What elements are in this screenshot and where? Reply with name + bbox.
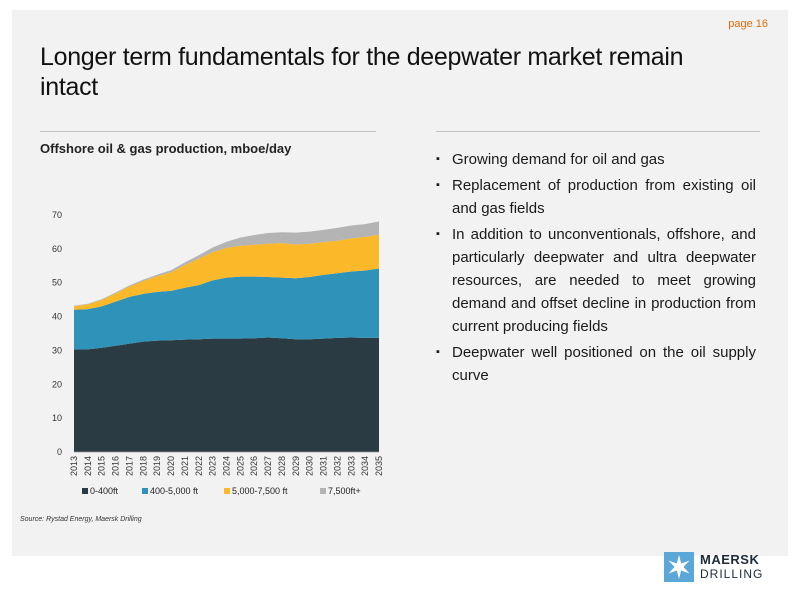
legend-label: 5,000-7,500 ft — [232, 486, 288, 496]
chart-top-rule — [40, 131, 376, 132]
bullet-marker-icon: ▪ — [436, 153, 440, 165]
logo-subtitle: DRILLING — [700, 567, 764, 581]
y-tick-label: 50 — [52, 278, 62, 288]
page-number: page 16 — [728, 18, 768, 30]
x-tick-label: 2015 — [97, 456, 107, 476]
x-tick-label: 2035 — [374, 456, 384, 476]
x-tick-label: 2027 — [263, 456, 273, 476]
legend-label: 0-400ft — [90, 486, 119, 496]
x-tick-label: 2018 — [138, 456, 148, 476]
bullet-list: ▪ Growing demand for oil and gas ▪ Replace… — [436, 148, 756, 390]
area-series-400-5-000-ft — [74, 268, 379, 350]
seven-point-star-icon — [664, 552, 694, 582]
bullet-marker-icon: ▪ — [436, 179, 440, 191]
source-note: Source: Rystad Energy, Maersk Drilling — [20, 516, 142, 523]
x-tick-label: 2024 — [222, 456, 232, 476]
y-tick-label: 40 — [52, 312, 62, 322]
x-tick-label: 2019 — [152, 456, 162, 476]
y-tick-label: 70 — [52, 210, 62, 220]
logo-name: MAERSK — [700, 552, 760, 567]
x-tick-label: 2022 — [194, 456, 204, 476]
x-tick-label: 2029 — [291, 456, 301, 476]
x-tick-label: 2014 — [83, 456, 93, 476]
slide: page 16 Longer term fundamentals for the… — [12, 10, 788, 556]
page-title: Longer term fundamentals for the deepwat… — [40, 43, 684, 101]
legend-swatch — [142, 488, 148, 494]
bullet-item: ▪ Growing demand for oil and gas — [436, 148, 756, 171]
legend-swatch — [82, 488, 88, 494]
area-series-7-500ft- — [74, 221, 379, 307]
x-tick-label: 2031 — [319, 456, 329, 476]
area-series-5-000-7-500-ft — [74, 234, 379, 310]
legend-label: 7,500ft+ — [328, 486, 361, 496]
y-tick-label: 10 — [52, 413, 62, 423]
x-tick-label: 2025 — [235, 456, 245, 476]
bullet-marker-icon: ▪ — [436, 228, 440, 240]
bullet-item: ▪ Deepwater well positioned on the oil su… — [436, 341, 756, 387]
legend-label: 400-5,000 ft — [150, 486, 199, 496]
x-tick-label: 2034 — [360, 456, 370, 476]
x-tick-label: 2017 — [124, 456, 134, 476]
legend-swatch — [224, 488, 230, 494]
chart-title: Offshore oil & gas production, mboe/day — [40, 141, 292, 156]
x-tick-label: 2030 — [305, 456, 315, 476]
y-tick-label: 0 — [57, 447, 62, 457]
y-tick-label: 60 — [52, 244, 62, 254]
bullet-item: ▪ In addition to unconventionals, offshor… — [436, 223, 756, 338]
legend-swatch — [320, 488, 326, 494]
x-tick-label: 2013 — [69, 456, 79, 476]
x-tick-label: 2020 — [166, 456, 176, 476]
area-series-0-400ft — [74, 337, 379, 452]
x-tick-label: 2026 — [249, 456, 259, 476]
x-tick-label: 2028 — [277, 456, 287, 476]
y-tick-label: 30 — [52, 345, 62, 355]
x-tick-label: 2021 — [180, 456, 190, 476]
x-tick-label: 2033 — [346, 456, 356, 476]
bullet-marker-icon: ▪ — [436, 346, 440, 358]
bullet-item: ▪ Replacement of production from existing… — [436, 174, 756, 220]
x-tick-label: 2016 — [111, 456, 121, 476]
maersk-drilling-logo: MAERSK DRILLING — [664, 552, 774, 588]
x-tick-label: 2032 — [332, 456, 342, 476]
y-tick-label: 20 — [52, 379, 62, 389]
bullets-top-rule — [436, 131, 760, 132]
x-tick-label: 2023 — [208, 456, 218, 476]
